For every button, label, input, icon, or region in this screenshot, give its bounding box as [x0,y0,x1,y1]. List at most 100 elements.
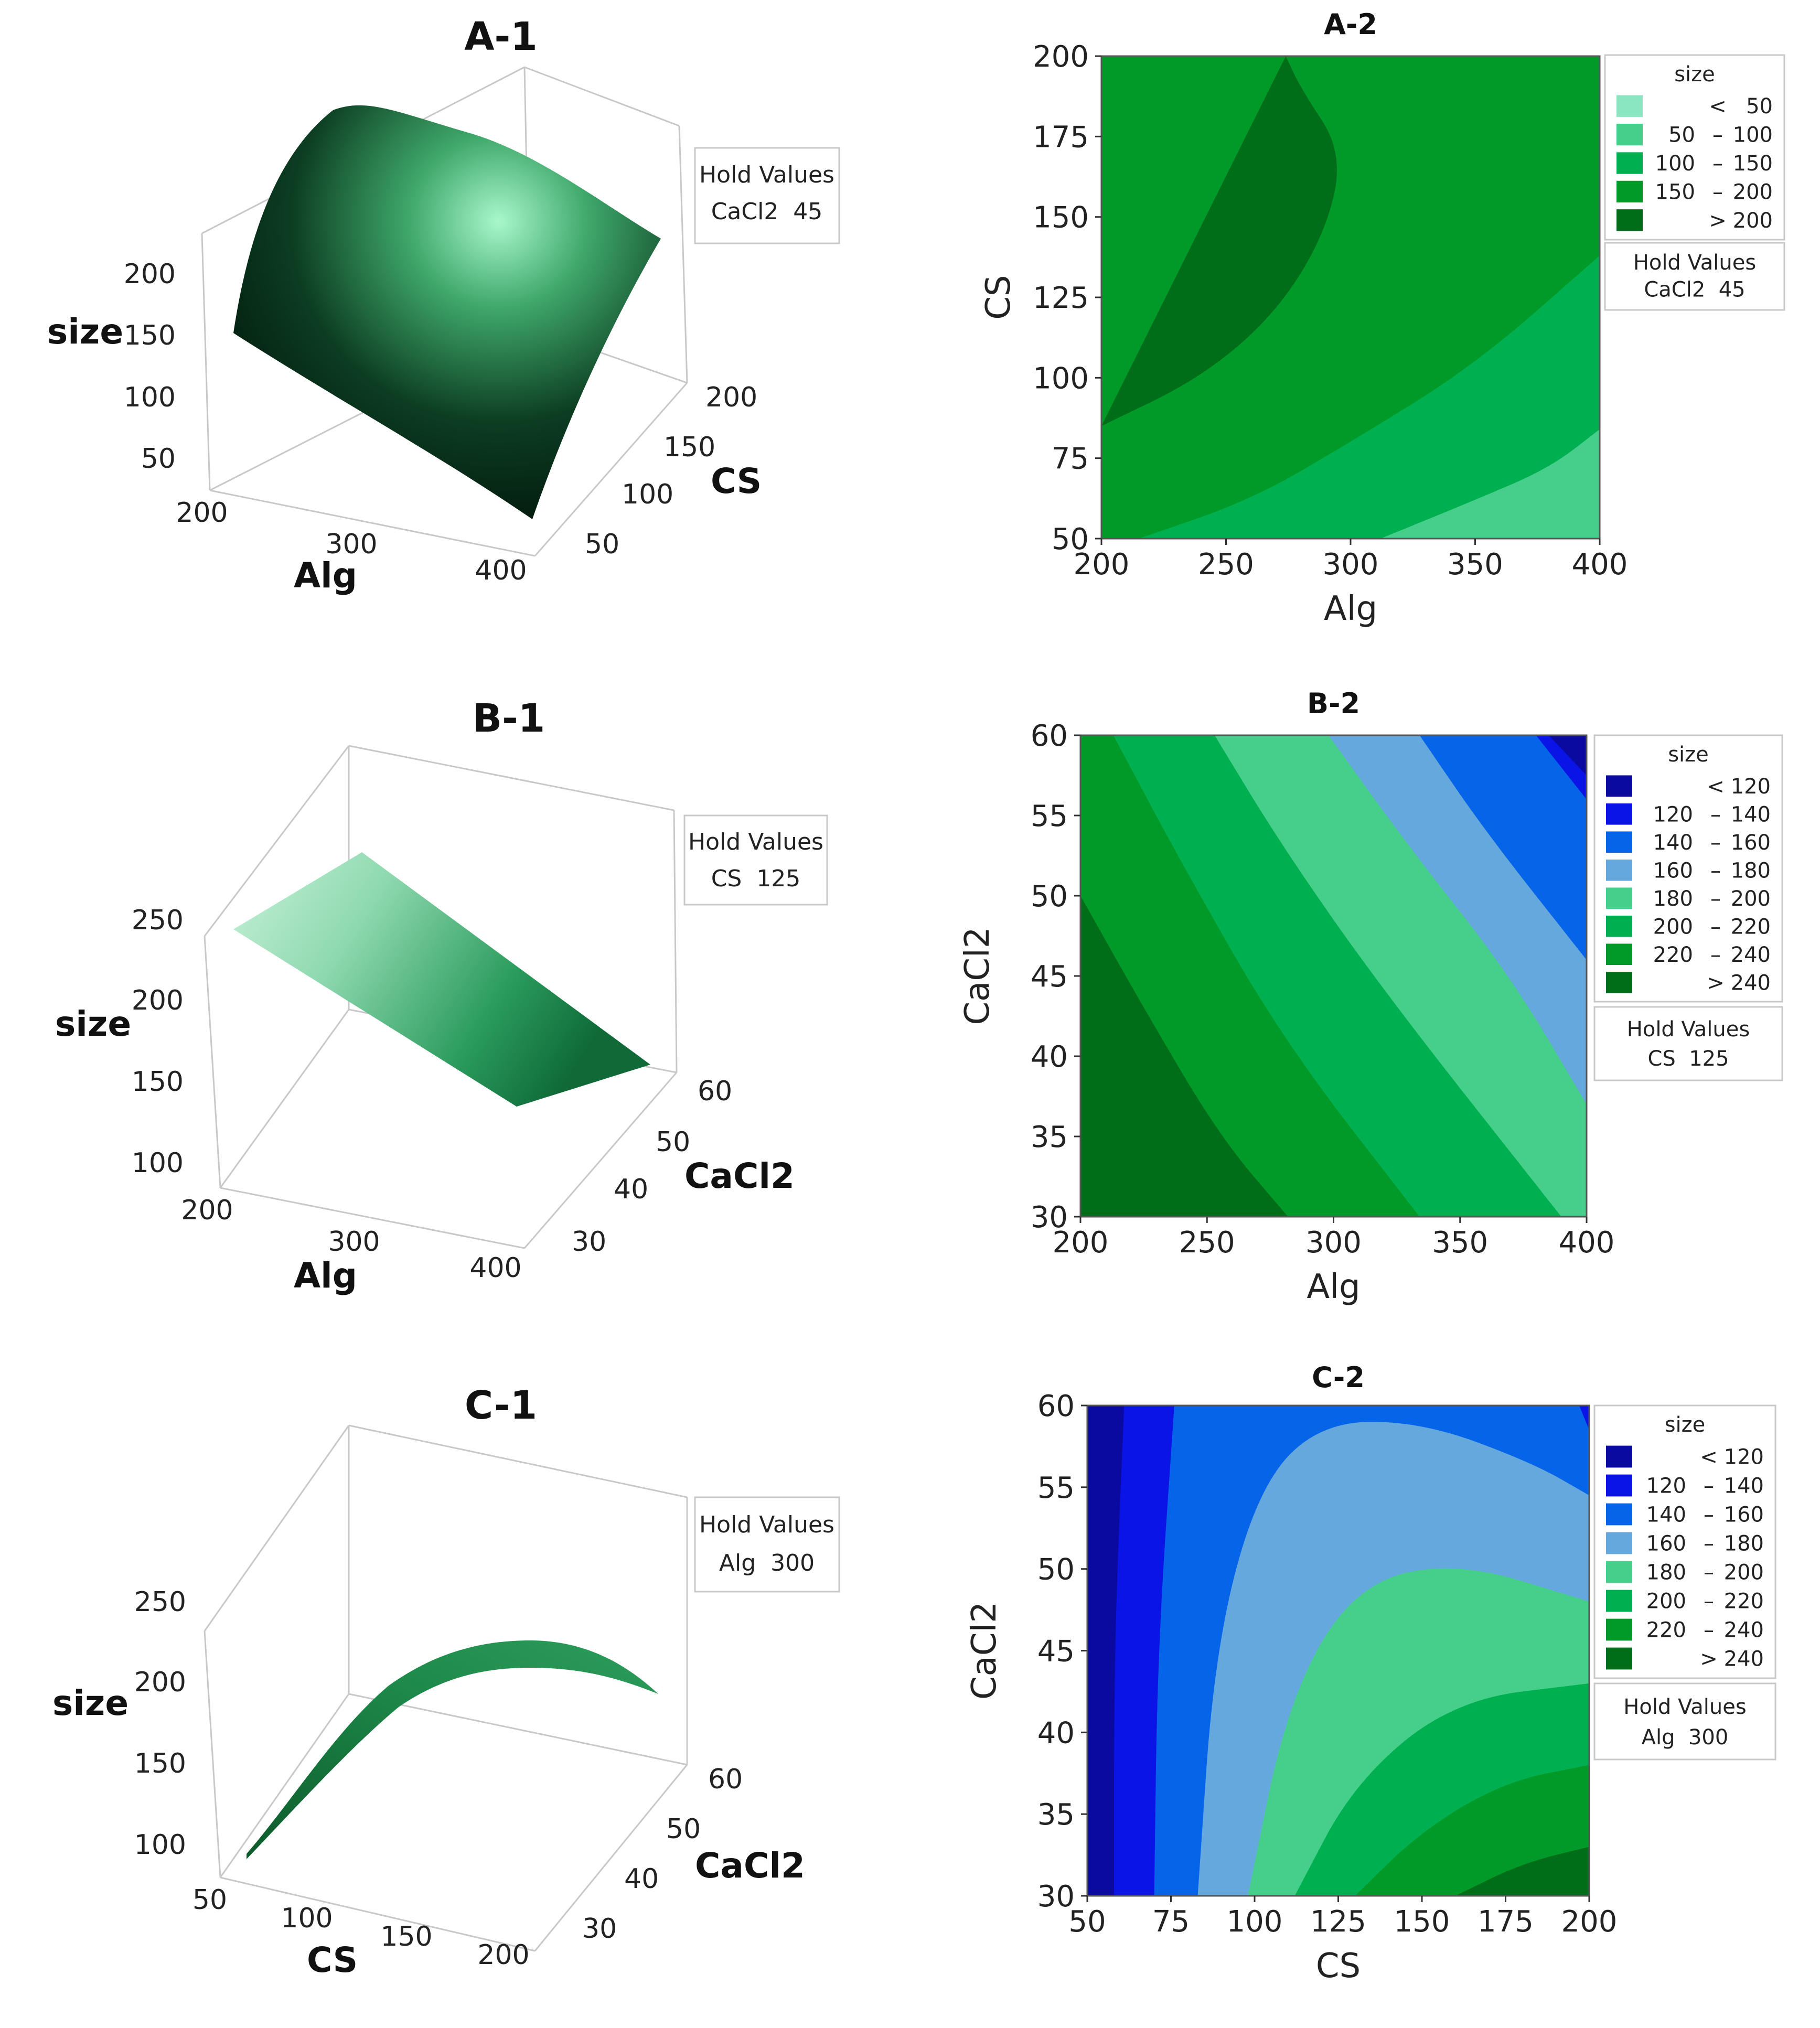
chart-c2-y-tick: 40 [1037,1716,1075,1750]
chart-a2-legend-lo: 50 [1668,123,1695,147]
chart-a1-y-ticks: 50 100 150 200 [585,382,757,560]
chart-b2-legend-lo: 220 [1653,943,1693,967]
chart-a2-x-tick: 350 [1447,548,1503,582]
chart-b2-legend-op: – [1710,915,1721,939]
chart-b2-hold-box [1593,1006,1783,1081]
chart-a2-legend-hi: 200 [1733,209,1773,233]
chart-b2-legend-swatch [1606,831,1632,853]
chart-c1-title: C-1 [465,1383,537,1428]
chart-c1: C-1 100 150 200 250 size 50 100 150 200 … [52,1383,840,1980]
chart-b2-legend-hi: 160 [1731,831,1771,855]
chart-a2-band [1380,429,1600,539]
chart-a2-hold-value: CaCl2 45 [1644,277,1745,302]
chart-b1-y-ticks: 30 40 50 60 [572,1076,732,1258]
chart-c1-y-tick: 30 [582,1913,617,1945]
chart-c2-y-tick: 30 [1037,1880,1075,1914]
chart-a2-legend-hi: 200 [1733,180,1773,204]
chart-c2-y-tick: 50 [1037,1553,1075,1587]
chart-c2-legend-op: < [1700,1445,1718,1469]
chart-b2-legend-swatch [1606,915,1632,937]
chart-a2-legend-swatch [1616,95,1643,117]
chart-c2-y-tick: 60 [1037,1389,1075,1423]
chart-c1-hold-title: Hold Values [699,1511,834,1538]
chart-c2-x-tick: 75 [1152,1905,1190,1939]
chart-b2-legend-hi: 140 [1731,802,1771,827]
chart-b2-legend-title: size [1668,743,1709,767]
chart-c2-legend-lo: 140 [1646,1503,1686,1527]
chart-b2-y-tick: 30 [1031,1200,1068,1235]
chart-c1-z-tick: 200 [134,1667,186,1698]
chart-c1-y-ticks: 30 40 50 60 [582,1764,743,1945]
chart-c1-z-tick: 250 [134,1586,186,1618]
chart-a2-title: A-2 [1324,8,1377,41]
chart-a2-y-tick: 175 [1033,120,1089,154]
chart-c1-surface [247,1640,658,1859]
chart-c2-x-tick: 200 [1561,1905,1618,1939]
chart-b2-legend-op: – [1710,943,1721,967]
chart-b1-hold-value: CS 125 [711,865,801,892]
chart-b2-regions [1080,735,1587,1217]
chart-c2-legend-lo: 220 [1646,1618,1686,1643]
chart-b1-surface [233,852,650,1107]
chart-b2-hold-value: CS 125 [1647,1047,1729,1071]
chart-a1-x-tick: 200 [176,497,228,529]
chart-a2-band [1101,56,1337,426]
chart-b2-legend-hi: 240 [1731,971,1771,995]
chart-b1-y-tick: 30 [572,1226,606,1258]
chart-c2-legend-swatch [1606,1618,1632,1641]
chart-b2-legend-hi: 200 [1731,887,1771,911]
chart-b1-z-tick: 250 [132,905,184,936]
chart-a1-hold-value: CaCl2 45 [711,198,823,225]
chart-b2-legend-op: < [1707,775,1725,799]
chart-a2-legend-hi: 150 [1733,152,1773,176]
chart-a2-y-tick: 75 [1052,442,1089,476]
chart-a2-y-tick: 100 [1033,361,1089,395]
chart-b2-legend-lo: 140 [1653,831,1693,855]
chart-a2-legend-hi: 100 [1733,123,1773,147]
chart-c2-legend-lo: 160 [1646,1532,1686,1556]
chart-b2-legend-op: – [1710,802,1721,827]
chart-c2-x-tick: 150 [1394,1905,1450,1939]
chart-c2-hold-value: Alg 300 [1642,1725,1729,1750]
chart-c2-legend-hi: 200 [1724,1561,1764,1585]
chart-c1-y-tick: 40 [624,1863,659,1895]
chart-b2-y-tick: 45 [1031,960,1068,994]
chart-a2: A-2 200 250 300 350 400 50 75 100 125 150 175 200 Alg… [979,8,1785,628]
chart-a2-legend-swatch [1616,123,1643,146]
chart-c1-z-tick: 100 [134,1829,186,1861]
chart-c2-hold-box [1593,1682,1776,1761]
chart-c2-legend-title: size [1665,1413,1706,1437]
chart-c2-xlabel: CS [1316,1947,1361,1986]
chart-c1-x-tick: 50 [192,1884,227,1916]
chart-a2-legend-op: – [1712,123,1723,147]
chart-a1-z-tick: 100 [124,382,176,413]
chart-a1-y-tick: 100 [622,479,673,510]
chart-b2-band [1548,735,1587,776]
chart-c2-band [1455,1847,1589,1896]
chart-c1-x-tick: 200 [477,1939,529,1971]
chart-b2-legend-op: > [1707,971,1725,995]
chart-a2-legend-lo: 100 [1655,152,1695,176]
chart-c2-legend-hi: 240 [1724,1647,1764,1671]
chart-b2-legend-swatch [1606,887,1632,909]
chart-c1-z-tick: 150 [134,1748,186,1779]
chart-b2-x-tick: 250 [1179,1226,1235,1260]
chart-c2-legend-swatch [1606,1445,1632,1468]
chart-b2-legend-hi: 240 [1731,943,1771,967]
chart-c1-hold-box: Hold Values Alg 300 [694,1496,840,1593]
chart-c2-legend-lo: 120 [1646,1474,1686,1498]
chart-b2-legend-lo: 120 [1653,802,1693,827]
chart-b2-legend-swatch [1606,971,1632,993]
chart-b2-legend-lo: 180 [1653,887,1693,911]
chart-c2-y-tick: 55 [1037,1471,1075,1505]
chart-a1-y-tick: 50 [585,529,619,560]
chart-a1: A-1 50 100 150 200 size 200 300 400 Alg … [47,14,840,596]
chart-c1-zlabel: size [52,1683,129,1723]
chart-a2-legend [1604,54,1785,241]
chart-c2-legend-hi: 120 [1724,1445,1764,1469]
chart-a2-legend-op: > [1709,209,1727,233]
chart-c2-ylabel: CaCl2 [965,1602,1004,1700]
chart-c1-y-tick: 60 [708,1764,743,1795]
chart-c2-legend-lo: 180 [1646,1561,1686,1585]
chart-b1-hold-box: Hold Values CS 125 [683,814,828,906]
